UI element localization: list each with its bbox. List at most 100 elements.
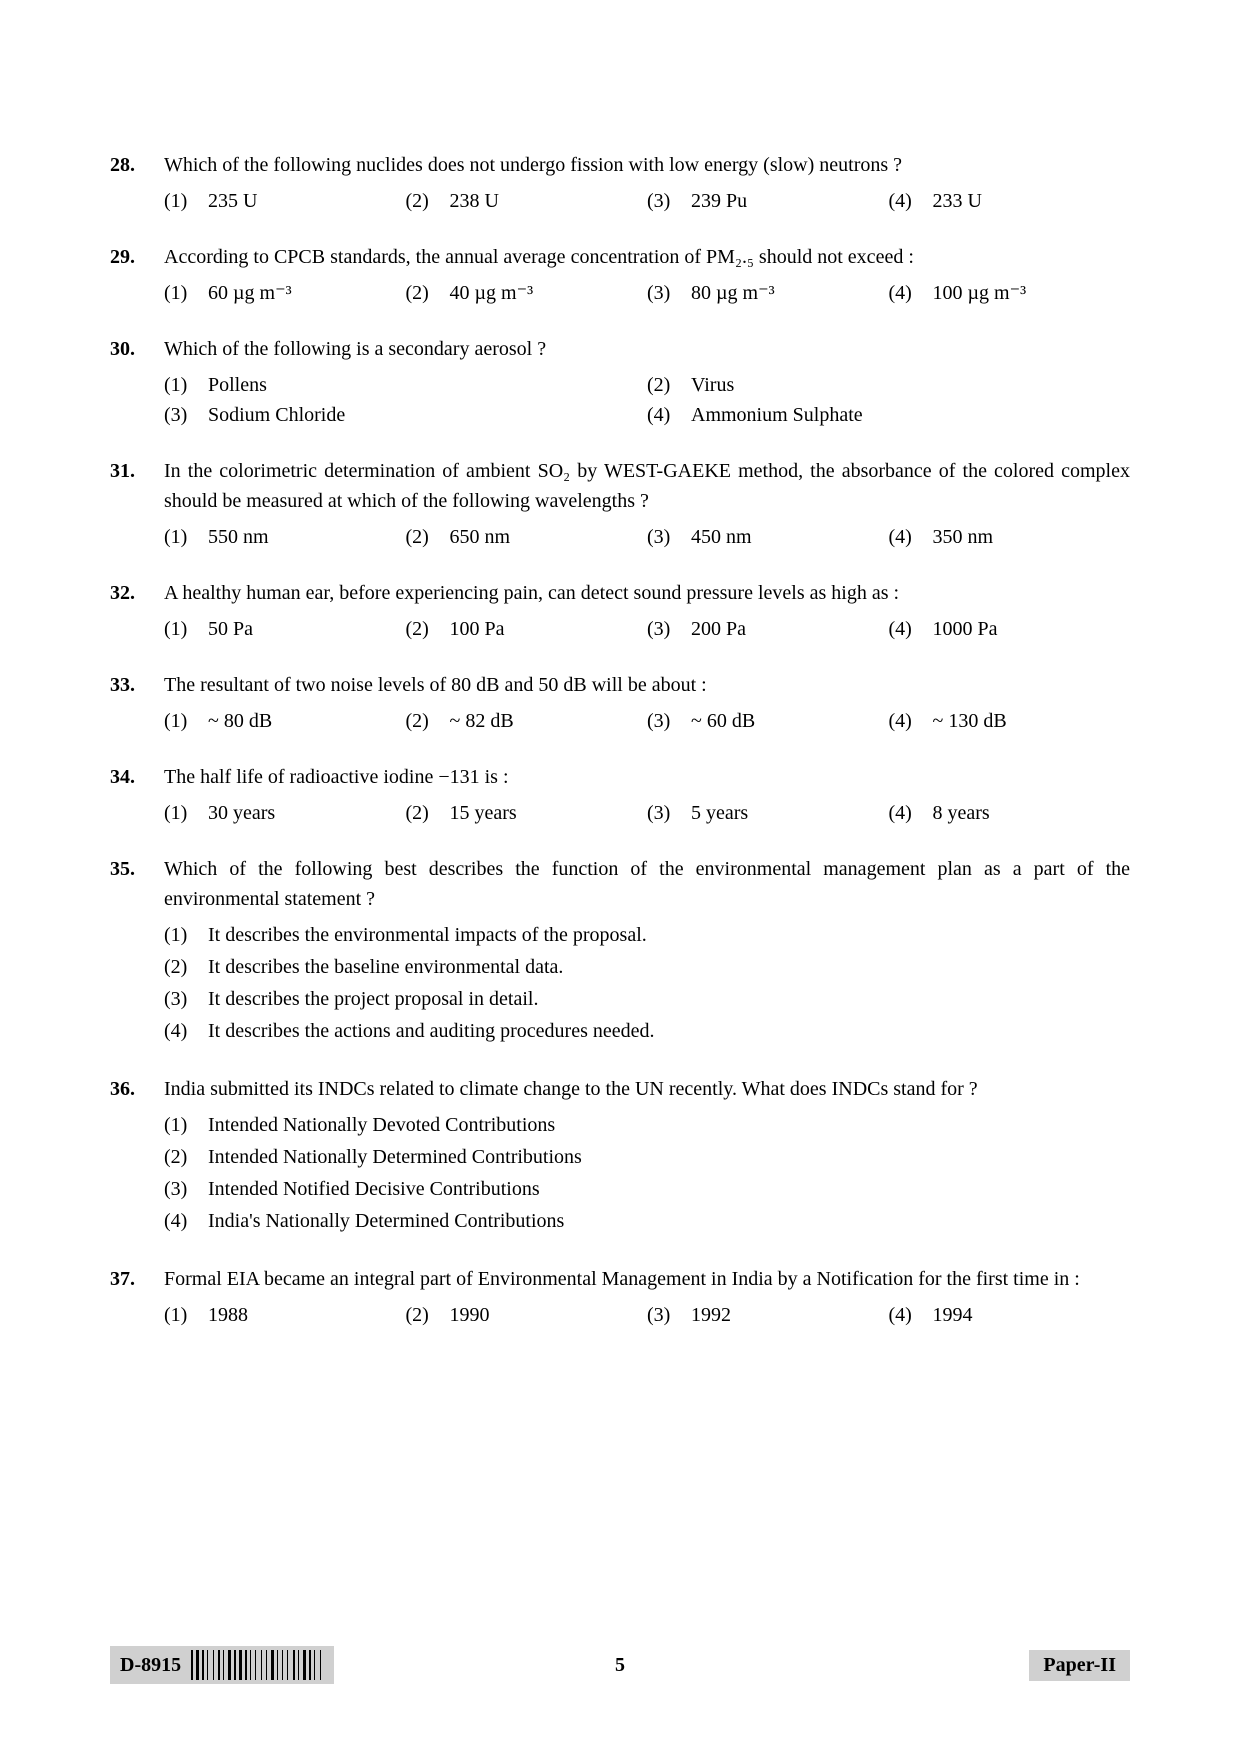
question-stem: Which of the following nuclides does not… — [164, 150, 1130, 180]
options-row: (1)It describes the environmental impact… — [164, 920, 1130, 1048]
option-number: (3) — [647, 798, 691, 828]
question-stem: According to CPCB standards, the annual … — [164, 242, 1130, 272]
options-row: (1)1988(2)1990(3)1992(4)1994 — [164, 1300, 1130, 1330]
question-number: 28. — [110, 150, 164, 216]
option: (1)It describes the environmental impact… — [164, 920, 1130, 950]
options-row: (1)Pollens(2)Virus(3)Sodium Chloride(4)A… — [164, 370, 1130, 430]
option-number: (2) — [406, 522, 450, 552]
question-stem: The half life of radioactive iodine −131… — [164, 762, 1130, 792]
options-row: (1)~ 80 dB(2)~ 82 dB(3)~ 60 dB(4)~ 130 d… — [164, 706, 1130, 736]
question-stem: The resultant of two noise levels of 80 … — [164, 670, 1130, 700]
option-number: (4) — [647, 400, 691, 430]
option: (2)100 Pa — [406, 614, 648, 644]
option: (4)1000 Pa — [889, 614, 1131, 644]
option-text: Intended Nationally Determined Contribut… — [208, 1142, 1130, 1172]
question-body: The resultant of two noise levels of 80 … — [164, 670, 1130, 736]
option: (4)~ 130 dB — [889, 706, 1131, 736]
option-number: (1) — [164, 522, 208, 552]
option: (4)India's Nationally Determined Contrib… — [164, 1206, 1130, 1236]
option-number: (3) — [164, 984, 208, 1014]
option-text: India's Nationally Determined Contributi… — [208, 1206, 1130, 1236]
option-number: (1) — [164, 370, 208, 400]
option: (4)100 µg m⁻³ — [889, 278, 1131, 308]
option: (4)1994 — [889, 1300, 1131, 1330]
option-text: 50 Pa — [208, 614, 406, 644]
question-number: 31. — [110, 456, 164, 552]
question-body: India submitted its INDCs related to cli… — [164, 1074, 1130, 1238]
option-text: 239 Pu — [691, 186, 889, 216]
question-number: 30. — [110, 334, 164, 430]
option: (2)40 µg m⁻³ — [406, 278, 648, 308]
option: (1)30 years — [164, 798, 406, 828]
option-number: (1) — [164, 706, 208, 736]
option-text: 1990 — [450, 1300, 648, 1330]
option-text: 350 nm — [933, 522, 1131, 552]
paper-label: Paper-II — [1029, 1650, 1130, 1681]
option-text: It describes the actions and auditing pr… — [208, 1016, 1130, 1046]
question: 29.According to CPCB standards, the annu… — [110, 242, 1130, 308]
option-text: Intended Notified Decisive Contributions — [208, 1174, 1130, 1204]
option-text: 1000 Pa — [933, 614, 1131, 644]
option-text: 5 years — [691, 798, 889, 828]
option: (3)450 nm — [647, 522, 889, 552]
option: (1)60 µg m⁻³ — [164, 278, 406, 308]
option-number: (3) — [647, 278, 691, 308]
option: (2)It describes the baseline environment… — [164, 952, 1130, 982]
option-number: (3) — [647, 614, 691, 644]
option-text: ~ 60 dB — [691, 706, 889, 736]
option: (1)Intended Nationally Devoted Contribut… — [164, 1110, 1130, 1140]
option: (3)80 µg m⁻³ — [647, 278, 889, 308]
option-text: Virus — [691, 370, 1130, 400]
option: (1)1988 — [164, 1300, 406, 1330]
option: (2)Intended Nationally Determined Contri… — [164, 1142, 1130, 1172]
option-number: (2) — [406, 1300, 450, 1330]
option-number: (1) — [164, 278, 208, 308]
question-stem: Formal EIA became an integral part of En… — [164, 1264, 1130, 1294]
option-text: 200 Pa — [691, 614, 889, 644]
option-number: (3) — [647, 1300, 691, 1330]
question: 35.Which of the following best describes… — [110, 854, 1130, 1048]
option-text: Intended Nationally Devoted Contribution… — [208, 1110, 1130, 1140]
question-stem: In the colorimetric determination of amb… — [164, 456, 1130, 516]
option: (1)50 Pa — [164, 614, 406, 644]
option-number: (4) — [889, 522, 933, 552]
footer-left: D-8915 — [110, 1646, 334, 1684]
question-body: Which of the following best describes th… — [164, 854, 1130, 1048]
option: (3)200 Pa — [647, 614, 889, 644]
option-number: (4) — [889, 614, 933, 644]
option-text: 1994 — [933, 1300, 1131, 1330]
option: (1)Pollens — [164, 370, 647, 400]
paper-code: D-8915 — [120, 1654, 181, 1677]
question-body: Which of the following is a secondary ae… — [164, 334, 1130, 430]
option-text: 40 µg m⁻³ — [450, 278, 648, 308]
barcode-icon — [191, 1650, 324, 1680]
question: 34.The half life of radioactive iodine −… — [110, 762, 1130, 828]
option-text: 550 nm — [208, 522, 406, 552]
option-text: 100 µg m⁻³ — [933, 278, 1131, 308]
option-text: 238 U — [450, 186, 648, 216]
question-number: 37. — [110, 1264, 164, 1330]
option-text: ~ 82 dB — [450, 706, 648, 736]
question-stem: Which of the following is a secondary ae… — [164, 334, 1130, 364]
option-number: (3) — [647, 522, 691, 552]
option: (1)550 nm — [164, 522, 406, 552]
option: (1)235 U — [164, 186, 406, 216]
options-row: (1)235 U(2)238 U(3)239 Pu(4)233 U — [164, 186, 1130, 216]
question-stem: India submitted its INDCs related to cli… — [164, 1074, 1130, 1104]
question-number: 35. — [110, 854, 164, 1048]
question: 36.India submitted its INDCs related to … — [110, 1074, 1130, 1238]
option-number: (2) — [406, 706, 450, 736]
question: 30.Which of the following is a secondary… — [110, 334, 1130, 430]
question-number: 32. — [110, 578, 164, 644]
question-body: Formal EIA became an integral part of En… — [164, 1264, 1130, 1330]
option-number: (2) — [164, 952, 208, 982]
question-body: A healthy human ear, before experiencing… — [164, 578, 1130, 644]
option: (1)~ 80 dB — [164, 706, 406, 736]
option: (2)~ 82 dB — [406, 706, 648, 736]
option: (2)Virus — [647, 370, 1130, 400]
option-number: (4) — [164, 1016, 208, 1046]
option-text: ~ 130 dB — [933, 706, 1131, 736]
page-footer: D-8915 5 Paper-II — [110, 1646, 1130, 1684]
option-number: (2) — [406, 798, 450, 828]
option-number: (2) — [164, 1142, 208, 1172]
